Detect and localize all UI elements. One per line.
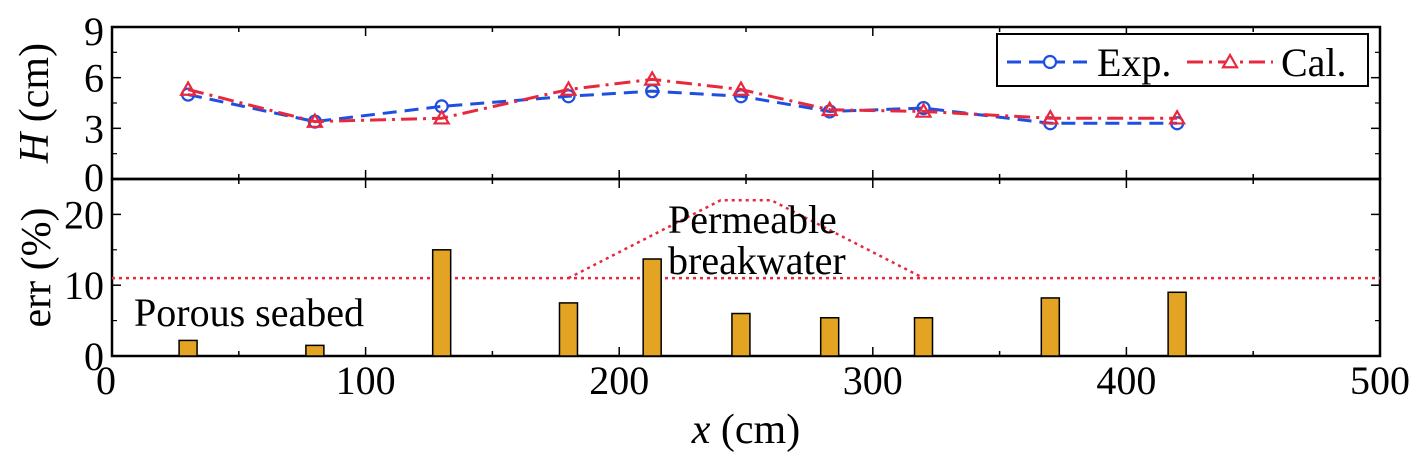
cal-point — [432, 108, 451, 125]
legend-label-cal: Cal. — [1281, 40, 1347, 85]
cal-point — [305, 112, 324, 128]
error-bar — [305, 344, 325, 357]
cal-point — [914, 102, 933, 118]
bottom-y-tick-label: 10 — [64, 263, 104, 308]
x-tick-label: 500 — [1350, 358, 1410, 403]
top-y-tick-label: 0 — [84, 155, 104, 200]
breakwater-profile — [567, 198, 925, 280]
error-bar — [731, 312, 751, 357]
x-tick-label: 0 — [96, 358, 116, 403]
bottom-y-axis-title: err (%) — [14, 207, 60, 327]
annotation-porous-seabed: Porous seabed — [134, 290, 364, 335]
top-y-axis-unit: (cm) — [12, 43, 58, 133]
annotation-permeable: Permeable — [668, 197, 837, 242]
x-tick-label: 100 — [336, 358, 396, 403]
error-bar — [913, 317, 934, 357]
top-y-axis-variable: H — [12, 130, 58, 164]
cal-point — [820, 100, 839, 117]
error-bar — [178, 339, 198, 357]
annotation-breakwater: breakwater — [668, 238, 846, 283]
x-axis-variable: x — [691, 407, 711, 453]
x-axis-title: x (cm) — [691, 407, 800, 453]
bottom-y-tick-label: 20 — [64, 192, 104, 237]
top-y-tick-label: 3 — [84, 106, 104, 151]
error-bar — [1167, 291, 1187, 357]
x-axis-unit: (cm) — [710, 407, 800, 453]
error-bar — [642, 258, 662, 357]
error-bar — [558, 302, 579, 357]
cal-point — [732, 80, 750, 96]
exp-point — [916, 100, 931, 116]
error-bar — [431, 249, 452, 357]
x-tick-label: 400 — [1096, 358, 1156, 403]
cal-point — [1168, 108, 1187, 125]
x-axis: 0 100 200 300 400 500 x (cm) — [96, 358, 1410, 453]
series-line-cal — [187, 77, 1178, 124]
x-tick-label: 200 — [589, 358, 649, 403]
top-y-axis-title: H (cm) — [12, 43, 58, 164]
legend-circle-marker — [1042, 54, 1058, 70]
cal-point — [559, 80, 578, 96]
top-y-tick-label: 9 — [84, 9, 104, 54]
cal-point — [179, 80, 197, 96]
error-bar — [1040, 297, 1061, 357]
legend-triangle-marker — [1221, 52, 1239, 69]
cal-point — [1041, 108, 1060, 125]
top-y-tick-label: 6 — [84, 56, 104, 101]
cal-point — [643, 70, 662, 86]
error-bar — [819, 317, 840, 357]
x-tick-label: 300 — [843, 358, 903, 403]
legend-box — [996, 33, 1369, 87]
legend: Exp. Cal. — [996, 33, 1369, 87]
bottom-y-tick-label: 0 — [84, 334, 104, 379]
legend-label-exp: Exp. — [1097, 40, 1171, 85]
